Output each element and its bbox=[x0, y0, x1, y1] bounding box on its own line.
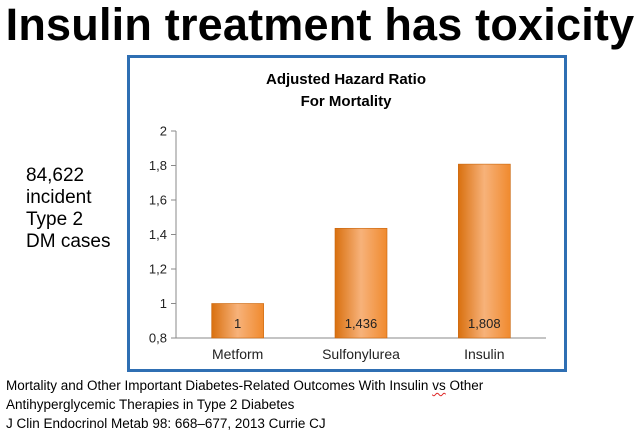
citation: Mortality and Other Important Diabetes-R… bbox=[6, 376, 483, 433]
chart-title-line-2: For Mortality bbox=[301, 93, 392, 110]
bar-data-label: 1,808 bbox=[468, 316, 501, 331]
citation-line-1: Mortality and Other Important Diabetes-R… bbox=[6, 376, 483, 395]
y-tick-label: 1,2 bbox=[149, 262, 167, 277]
spellcheck-flagged-word: vs bbox=[432, 378, 446, 393]
x-category-label: Metform bbox=[212, 346, 263, 362]
y-tick-label: 1,8 bbox=[149, 158, 167, 173]
y-tick-label: 1,4 bbox=[149, 227, 167, 242]
bar-data-label: 1,436 bbox=[345, 316, 378, 331]
cohort-note-line: DM cases bbox=[26, 231, 111, 252]
y-tick-label: 1 bbox=[160, 296, 167, 311]
bar-data-label: 1 bbox=[234, 316, 241, 331]
y-tick-label: 0,8 bbox=[149, 331, 167, 346]
bar bbox=[211, 303, 264, 339]
y-tick-label: 1,6 bbox=[149, 193, 167, 208]
chart-frame: Adjusted Hazard Ratio For Mortality 0,8 1… bbox=[127, 55, 567, 372]
cohort-note-line: Type 2 bbox=[26, 209, 84, 230]
cohort-note-line: 84,622 bbox=[26, 165, 85, 186]
citation-line-3: J Clin Endocrinol Metab 98: 668–677, 201… bbox=[6, 416, 326, 431]
cohort-note: 84,622 incident Type 2 DM cases bbox=[26, 165, 110, 253]
bar bbox=[334, 227, 388, 339]
citation-line-2: Antihyperglycemic Therapies in Type 2 Di… bbox=[6, 397, 295, 412]
cohort-note-line: incident bbox=[26, 187, 92, 208]
citation-text: Other bbox=[445, 378, 484, 393]
hazard-ratio-chart: Adjusted Hazard Ratio For Mortality 0,8 1… bbox=[149, 71, 546, 362]
x-category-label: Insulin bbox=[464, 346, 504, 362]
bar bbox=[458, 163, 511, 339]
slide-title: Insulin treatment has toxicity bbox=[5, 0, 635, 50]
chart-title-line-1: Adjusted Hazard Ratio bbox=[266, 71, 426, 88]
citation-text: Mortality and Other Important Diabetes-R… bbox=[6, 378, 433, 393]
x-category-label: Sulfonylurea bbox=[322, 346, 400, 362]
y-tick-label: 2 bbox=[160, 124, 167, 139]
